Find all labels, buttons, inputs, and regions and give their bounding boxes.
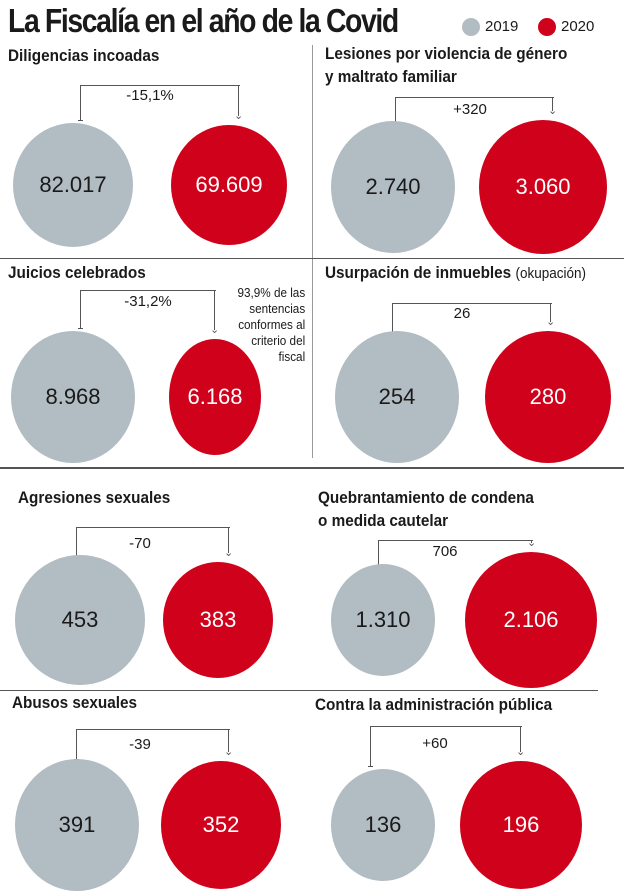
change-bracket-top [76,527,230,528]
bracket-start-tick [368,766,373,767]
bubble-2019: 8.968 [11,331,135,463]
arrow-down-icon: ⌄ [210,324,220,336]
panel-title: Juicios celebrados [8,262,146,285]
change-label: -39 [129,736,151,753]
bubble-2019: 136 [331,769,435,881]
bubble-2020: 6.168 [169,339,261,455]
change-label: +60 [422,735,448,752]
change-label: 706 [432,543,458,560]
bubble-2019: 82.017 [13,123,133,247]
panel-title: Agresiones sexuales [18,487,170,510]
change-label: 26 [453,305,471,322]
change-bracket-top [80,290,216,291]
bubble-2019: 391 [15,759,139,891]
bracket-start-tick [78,328,83,329]
bubble-2019: 2.740 [331,121,455,253]
arrow-down-icon: ⌄ [234,110,244,122]
bubble-2020: 69.609 [171,125,287,245]
panel-title-text: Juicios celebrados [8,263,146,282]
arrow-down-icon: ⌄ [224,746,234,758]
note-line: criterio del [251,333,305,348]
legend-2019-label: 2019 [485,18,519,35]
panel-title-line2: o medida cautelar [318,511,449,530]
change-bracket-top [395,97,554,98]
bubble-2019: 453 [15,555,145,685]
change-bracket-top [370,726,522,727]
note-line: sentencias [249,301,305,316]
change-label: -31,2% [124,293,172,310]
panel-title-text: Contra la administración pública [315,695,553,714]
note-line: 93,9% de las [237,285,305,300]
panel-title-text: Usurpación de inmuebles [325,263,512,282]
panel-subtitle: (okupación) [515,265,587,282]
divider-horizontal [0,258,624,259]
change-bracket-top [392,303,552,304]
change-bracket-top [76,729,230,730]
bubble-2020: 2.106 [465,552,597,688]
infographic-title: La Fiscalía en el año de la Covid [8,2,399,39]
change-label: +320 [453,101,487,118]
bubble-2020: 383 [163,562,273,678]
bubble-2020: 3.060 [479,120,607,254]
bubble-2019: 254 [335,331,459,463]
note-line: fiscal [278,349,305,364]
panel-note: 93,9% de las sentencias conformes al criter… [237,285,305,365]
legend-2019-swatch [462,18,480,36]
panel-title: Diligencias incoadas [8,45,159,68]
panel-title-text: Quebrantamiento de condena [318,488,534,507]
change-bracket-left [76,527,229,558]
change-bracket-top [80,85,240,86]
divider-horizontal [0,467,624,469]
bracket-start-tick [78,120,83,121]
arrow-down-icon: ⌄ [516,746,526,758]
arrow-down-icon: ⌄ [548,105,558,117]
arrow-down-icon: ⌄ [527,537,537,549]
panel-title: Abusos sexuales [12,692,137,715]
panel-title: Quebrantamiento de condena o medida caut… [318,487,534,532]
panel-title-text: Abusos sexuales [12,693,138,712]
arrow-down-icon: ⌄ [546,316,556,328]
legend-2020-swatch [538,18,556,36]
change-bracket-left [76,729,229,760]
divider-horizontal [0,690,598,691]
panel-title-text: Agresiones sexuales [18,488,171,507]
panel-title-text: Diligencias incoadas [8,46,160,65]
divider-vertical [312,45,313,458]
arrow-down-icon: ⌄ [224,547,234,559]
panel-title-line2: y maltrato familiar [325,67,457,86]
panel-title: Usurpación de inmuebles (okupación) [325,262,586,285]
bubble-2020: 196 [460,761,582,889]
change-label: -15,1% [126,87,174,104]
bubble-2019: 1.310 [331,564,435,676]
bubble-2020: 352 [161,761,281,889]
change-label: -70 [129,535,151,552]
change-bracket-top [378,540,533,541]
legend-2020-label: 2020 [561,18,595,35]
panel-title-text: Lesiones por violencia de género [325,44,568,63]
change-bracket-left [392,303,551,334]
panel-title: Lesiones por violencia de género y maltr… [325,43,567,88]
note-line: conformes al [238,317,305,332]
bubble-2020: 280 [485,331,611,463]
panel-title: Contra la administración pública [315,694,552,717]
